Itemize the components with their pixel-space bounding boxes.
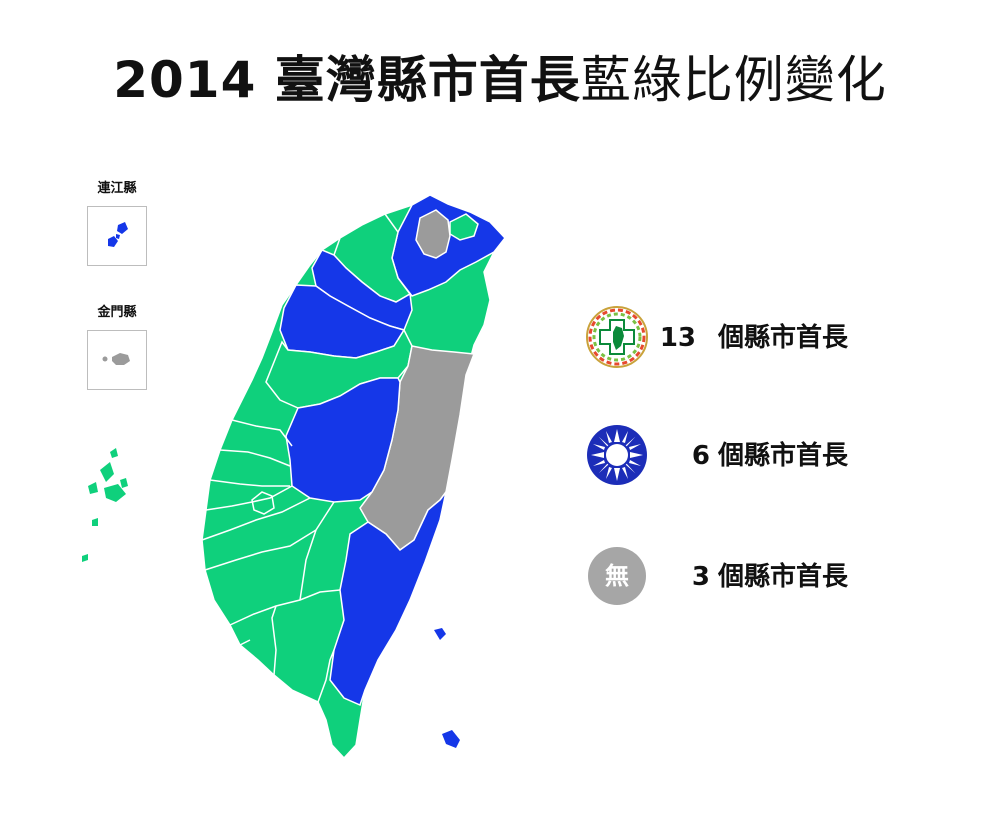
dpp-emblem-icon [586, 306, 648, 368]
region-orchid-island [442, 730, 460, 748]
kinmen-map [102, 353, 130, 365]
legend-label-kmt: 個縣市首長 [718, 441, 849, 471]
county-borders [201, 419, 341, 703]
legend-count-dpp: 13 [659, 323, 696, 353]
no-party-icon: 無 [588, 547, 646, 605]
inset-lienchiang-label: 連江縣 [97, 181, 137, 196]
region-taipei-city [415, 209, 451, 259]
legend-count-none: 3 [691, 562, 710, 592]
legend-count-kmt: 6 [691, 441, 710, 471]
page-title: 2014 臺灣縣市首長藍綠比例變化 [0, 40, 1000, 120]
legend-row-none: 無 3 個縣市首長 [586, 545, 886, 609]
title-light-part: 藍綠比例變化 [580, 51, 887, 109]
legend-label-dpp: 個縣市首長 [718, 323, 849, 353]
kmt-emblem-icon [587, 425, 647, 485]
legend-label-none: 個縣市首長 [718, 562, 849, 592]
region-nantou [285, 377, 401, 503]
title-year: 2014 [113, 51, 257, 109]
inset-lienchiang: 連江縣 [87, 180, 147, 266]
title-bold-part: 臺灣縣市首長 [274, 51, 581, 109]
inset-kinmen-label: 金門縣 [97, 305, 137, 320]
inset-lienchiang-box [87, 206, 147, 266]
lienchiang-map [108, 222, 128, 247]
region-taitung [329, 491, 447, 707]
region-green-island [434, 628, 446, 640]
no-party-icon-text: 無 [605, 562, 629, 590]
legend-row-kmt: 6 個縣市首長 [586, 424, 886, 488]
inset-kinmen: 金門縣 [87, 304, 147, 390]
legend-row-dpp: 13 個縣市首長 [586, 306, 886, 370]
inset-kinmen-box [87, 330, 147, 390]
region-penghu [82, 448, 128, 562]
